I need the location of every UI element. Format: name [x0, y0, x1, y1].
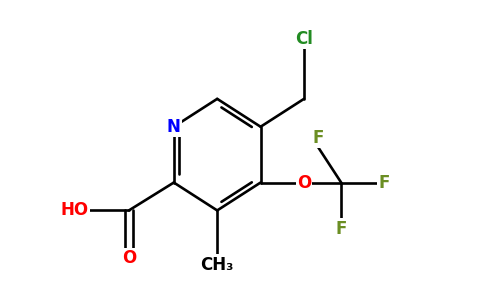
- Text: Cl: Cl: [295, 30, 313, 48]
- Text: HO: HO: [60, 201, 89, 219]
- Text: F: F: [335, 220, 347, 238]
- Text: F: F: [312, 129, 324, 147]
- Text: F: F: [378, 173, 390, 191]
- Text: CH₃: CH₃: [200, 256, 234, 274]
- Text: N: N: [167, 118, 181, 136]
- Text: O: O: [122, 250, 136, 268]
- Text: O: O: [297, 173, 311, 191]
